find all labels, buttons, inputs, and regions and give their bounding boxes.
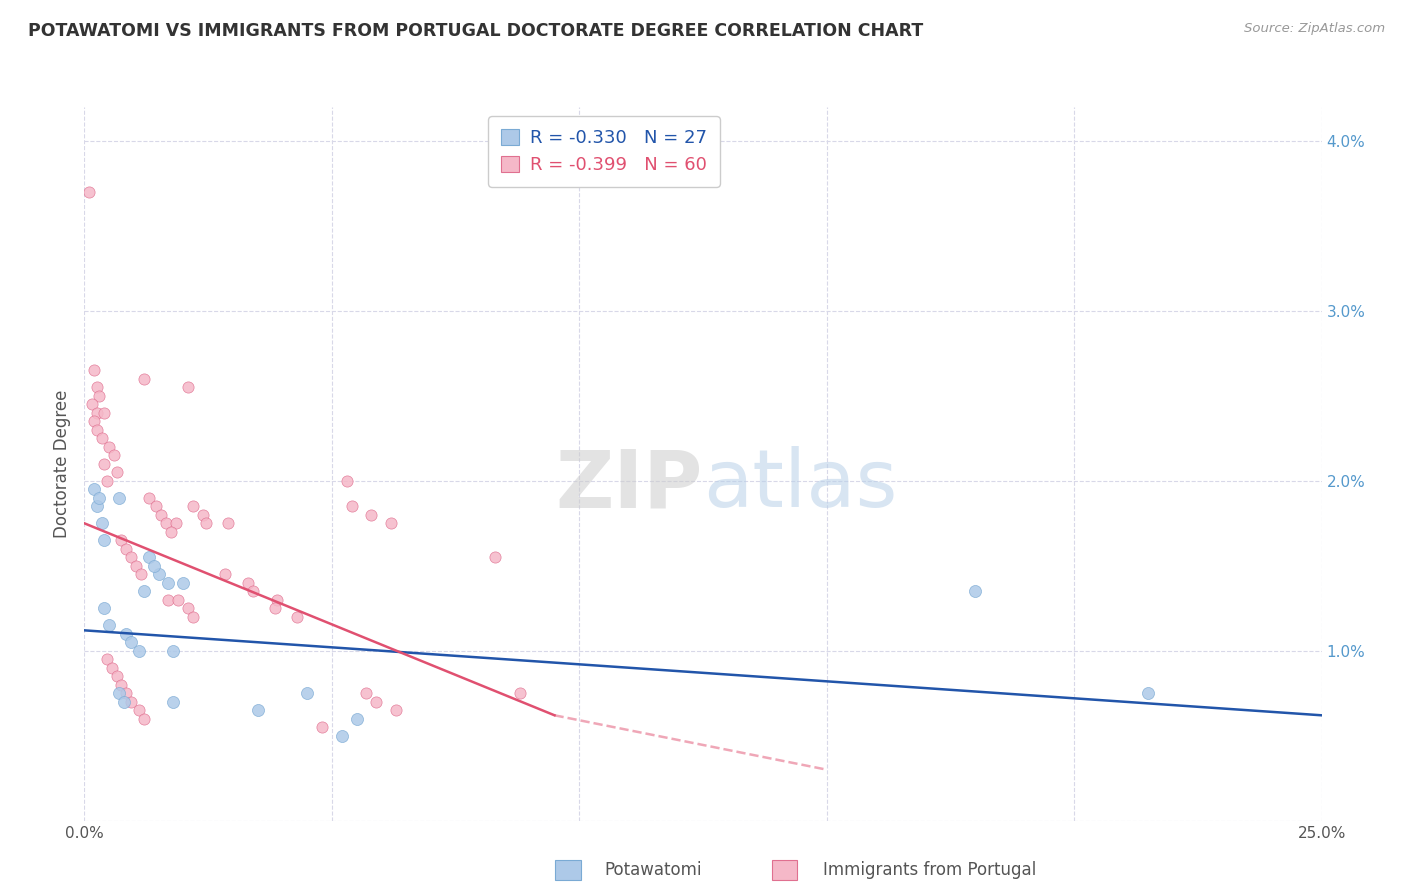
Point: [145, 500, 167, 514]
Point: [330, 729, 353, 743]
Point: [110, 678, 132, 692]
Text: POTAWATOMI VS IMMIGRANTS FROM PORTUGAL DOCTORATE DEGREE CORRELATION CHART: POTAWATOMI VS IMMIGRANTS FROM PORTUGAL D…: [28, 22, 924, 40]
Point: [98, 440, 121, 454]
Point: [128, 644, 150, 658]
Point: [246, 703, 269, 717]
Point: [236, 575, 259, 590]
Point: [165, 516, 187, 531]
Point: [181, 609, 204, 624]
Point: [89, 389, 111, 403]
Point: [83, 414, 105, 428]
Point: [100, 661, 122, 675]
Point: [214, 567, 236, 582]
Point: [142, 558, 165, 573]
Text: Source: ZipAtlas.com: Source: ZipAtlas.com: [1244, 22, 1385, 36]
Point: [150, 508, 173, 522]
Point: [380, 516, 402, 531]
Point: [484, 550, 506, 565]
Point: [360, 508, 382, 522]
Point: [509, 686, 531, 700]
Point: [157, 575, 180, 590]
Point: [115, 626, 138, 640]
Point: [340, 500, 363, 514]
Point: [160, 524, 183, 539]
Point: [89, 491, 111, 505]
Point: [295, 686, 318, 700]
Legend: R = -0.330   N = 27, R = -0.399   N = 60: R = -0.330 N = 27, R = -0.399 N = 60: [488, 116, 720, 187]
Point: [385, 703, 408, 717]
Point: [120, 550, 142, 565]
Text: atlas: atlas: [703, 446, 897, 524]
Point: [110, 533, 132, 548]
Point: [181, 500, 204, 514]
Point: [120, 695, 142, 709]
Point: [103, 448, 125, 462]
Point: [79, 185, 101, 199]
Point: [155, 516, 177, 531]
Point: [86, 406, 108, 420]
Point: [177, 601, 200, 615]
Point: [177, 380, 200, 394]
Point: [157, 592, 180, 607]
Text: Immigrants from Portugal: Immigrants from Portugal: [823, 861, 1036, 879]
Point: [120, 635, 142, 649]
Point: [105, 669, 128, 683]
Point: [93, 533, 115, 548]
Point: [108, 491, 131, 505]
Point: [98, 618, 121, 632]
Point: [105, 466, 128, 480]
Point: [346, 712, 368, 726]
Text: Potawatomi: Potawatomi: [605, 861, 702, 879]
Point: [138, 550, 160, 565]
Point: [108, 686, 131, 700]
Point: [162, 644, 184, 658]
Point: [132, 372, 155, 386]
Point: [148, 567, 170, 582]
Point: [125, 558, 148, 573]
Point: [132, 584, 155, 599]
Point: [96, 652, 118, 666]
Point: [336, 474, 359, 488]
Point: [93, 457, 115, 471]
Point: [366, 695, 388, 709]
Point: [129, 567, 152, 582]
Point: [172, 575, 194, 590]
Point: [132, 712, 155, 726]
Point: [93, 601, 115, 615]
Point: [93, 406, 115, 420]
Point: [356, 686, 378, 700]
Point: [83, 483, 105, 497]
Point: [115, 541, 138, 556]
Point: [86, 500, 108, 514]
Point: [112, 695, 135, 709]
Point: [266, 592, 288, 607]
Point: [217, 516, 239, 531]
Point: [86, 380, 108, 394]
Point: [1137, 686, 1160, 700]
Point: [242, 584, 264, 599]
Point: [115, 686, 138, 700]
Point: [311, 720, 333, 734]
Point: [80, 397, 103, 411]
Point: [86, 423, 108, 437]
Point: [162, 695, 184, 709]
Point: [264, 601, 287, 615]
Point: [167, 592, 190, 607]
Text: ZIP: ZIP: [555, 446, 703, 524]
Y-axis label: Doctorate Degree: Doctorate Degree: [53, 390, 72, 538]
Point: [191, 508, 214, 522]
Point: [965, 584, 987, 599]
Point: [194, 516, 217, 531]
Point: [285, 609, 308, 624]
Point: [138, 491, 160, 505]
Point: [83, 363, 105, 377]
Point: [96, 474, 118, 488]
Point: [90, 431, 112, 445]
Point: [90, 516, 112, 531]
Point: [128, 703, 150, 717]
